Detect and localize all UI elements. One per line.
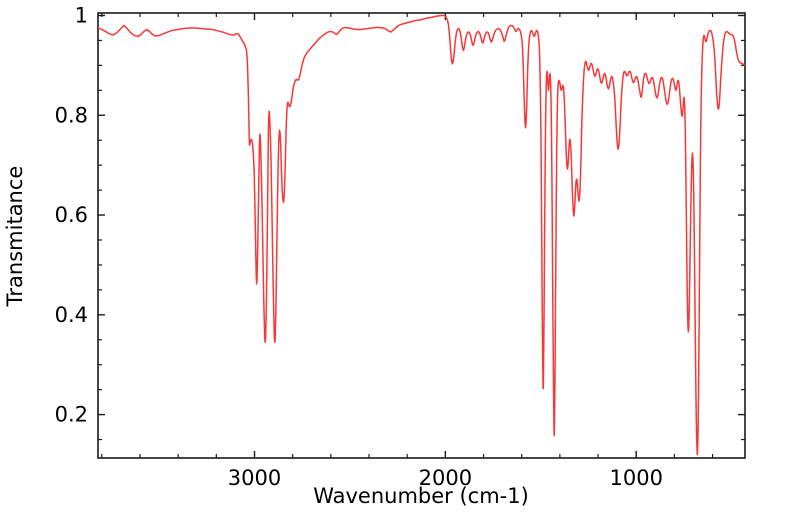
y-axis-tick-label: 0.8 [55, 103, 88, 127]
plot-frame [97, 12, 746, 459]
x-axis-title: Wavenumber (cm-1) [313, 484, 529, 508]
axes-group [97, 12, 746, 459]
data-series-group [98, 14, 745, 456]
tick-labels-group: 3000 2000 1000 0.2 0.4 0.6 0.8 1 [55, 3, 663, 490]
y-axis-tick-label: 0.2 [55, 403, 88, 427]
y-axis-tick-label: 0.6 [55, 203, 88, 227]
ticks-group [98, 13, 745, 458]
spectrum-trace [98, 14, 745, 456]
x-axis-tick-label: 2000 [419, 466, 472, 490]
y-axis-tick-label: 1 [75, 3, 88, 27]
y-axis-tick-label: 0.4 [55, 303, 88, 327]
x-axis-tick-label: 1000 [609, 466, 662, 490]
y-axis-title: Transmitance [3, 166, 27, 308]
x-axis-tick-label: 3000 [228, 466, 281, 490]
